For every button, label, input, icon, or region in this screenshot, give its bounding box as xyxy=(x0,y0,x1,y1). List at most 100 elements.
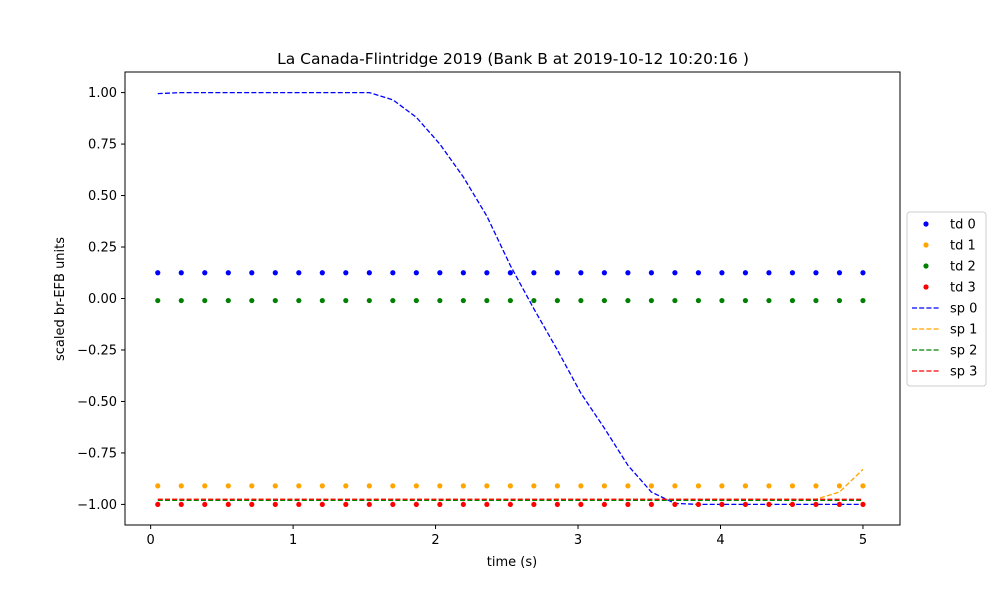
data-point xyxy=(813,297,819,304)
data-point xyxy=(343,483,349,489)
data-point xyxy=(531,483,537,489)
data-point xyxy=(719,483,725,489)
data-point xyxy=(296,483,302,489)
data-point xyxy=(155,501,161,508)
legend-box xyxy=(906,211,987,387)
data-point xyxy=(554,297,560,304)
plot-frame xyxy=(124,71,901,526)
data-point xyxy=(296,297,302,304)
data-point xyxy=(766,483,772,489)
legend-marker xyxy=(923,242,929,248)
data-point xyxy=(625,270,631,276)
data-point xyxy=(742,483,749,489)
data-point xyxy=(460,297,466,304)
legend-label: td 3 xyxy=(950,281,976,296)
data-point xyxy=(601,297,607,304)
data-point xyxy=(202,501,208,508)
data-point xyxy=(719,270,725,276)
x-axis: 0 1 2 3 4 5 xyxy=(147,525,867,548)
data-point xyxy=(625,483,631,489)
data-point xyxy=(319,501,325,508)
data-point xyxy=(578,270,584,276)
y-axis: −1.00 −0.75 −0.50 −0.25 0.00 0.25 0.50 0.75 1.00 xyxy=(77,86,125,513)
x-tick-label: 5 xyxy=(859,533,867,548)
data-point xyxy=(648,501,655,508)
x-tick-label: 0 xyxy=(147,533,155,548)
data-point xyxy=(178,501,184,508)
x-tick-label: 1 xyxy=(289,533,297,548)
data-point xyxy=(413,501,419,508)
y-tick-label: 0.75 xyxy=(88,138,117,153)
legend: td 0 td 1 td 2 td 3 sp 0 sp 1 sp 2 sp 3 xyxy=(906,211,987,387)
data-point xyxy=(860,270,866,276)
legend-label: td 0 xyxy=(950,218,976,233)
data-point xyxy=(343,297,349,304)
y-tick-label: 0.50 xyxy=(88,189,117,204)
data-point xyxy=(225,483,231,489)
data-point xyxy=(648,297,655,304)
legend-marker xyxy=(923,284,929,290)
data-point xyxy=(554,483,560,489)
data-point xyxy=(836,501,843,508)
data-point xyxy=(648,483,655,489)
data-point xyxy=(366,501,372,508)
data-point xyxy=(366,483,372,489)
data-point xyxy=(319,297,325,304)
data-point xyxy=(695,270,702,276)
data-point xyxy=(484,270,490,276)
data-point xyxy=(437,297,443,304)
y-tick-label: −0.75 xyxy=(77,446,117,461)
data-point xyxy=(836,297,843,304)
data-point xyxy=(225,270,231,276)
data-point xyxy=(202,483,208,489)
data-point xyxy=(672,501,678,508)
data-point xyxy=(625,501,631,508)
data-point xyxy=(766,270,772,276)
legend-marker xyxy=(923,221,929,227)
data-point xyxy=(366,270,372,276)
data-point xyxy=(225,501,231,508)
data-point xyxy=(225,297,231,304)
data-point xyxy=(766,501,772,508)
data-point xyxy=(719,297,725,304)
data-point xyxy=(249,270,255,276)
data-point xyxy=(155,297,161,304)
data-point xyxy=(484,483,490,489)
data-point xyxy=(789,270,796,276)
data-point xyxy=(249,501,255,508)
data-point xyxy=(554,501,560,508)
plot-area xyxy=(155,91,866,508)
legend-label: sp 0 xyxy=(950,302,977,317)
data-point xyxy=(742,297,749,304)
data-point xyxy=(531,297,537,304)
series-points-td-1 xyxy=(155,483,866,489)
data-point xyxy=(742,270,749,276)
data-point xyxy=(390,270,396,276)
series-points-td-0 xyxy=(155,270,866,276)
data-point xyxy=(789,483,796,489)
data-point xyxy=(507,270,513,276)
data-point xyxy=(155,483,161,489)
data-point xyxy=(484,297,490,304)
data-point xyxy=(507,501,513,508)
data-point xyxy=(178,297,184,304)
data-point xyxy=(860,501,866,508)
data-point xyxy=(742,501,749,508)
data-point xyxy=(836,483,843,489)
series-line-sp-0 xyxy=(157,91,863,506)
data-point xyxy=(319,483,325,489)
data-point xyxy=(272,270,278,276)
data-point xyxy=(437,483,443,489)
data-point xyxy=(460,270,466,276)
data-point xyxy=(272,483,278,489)
data-point xyxy=(554,270,560,276)
data-point xyxy=(178,270,184,276)
chart-title: La Canada-Flintridge 2019 (Bank B at 201… xyxy=(277,50,749,68)
data-point xyxy=(413,483,419,489)
data-point xyxy=(601,270,607,276)
data-point xyxy=(789,501,796,508)
data-point xyxy=(319,270,325,276)
legend-label: sp 2 xyxy=(950,344,977,359)
data-point xyxy=(836,270,843,276)
